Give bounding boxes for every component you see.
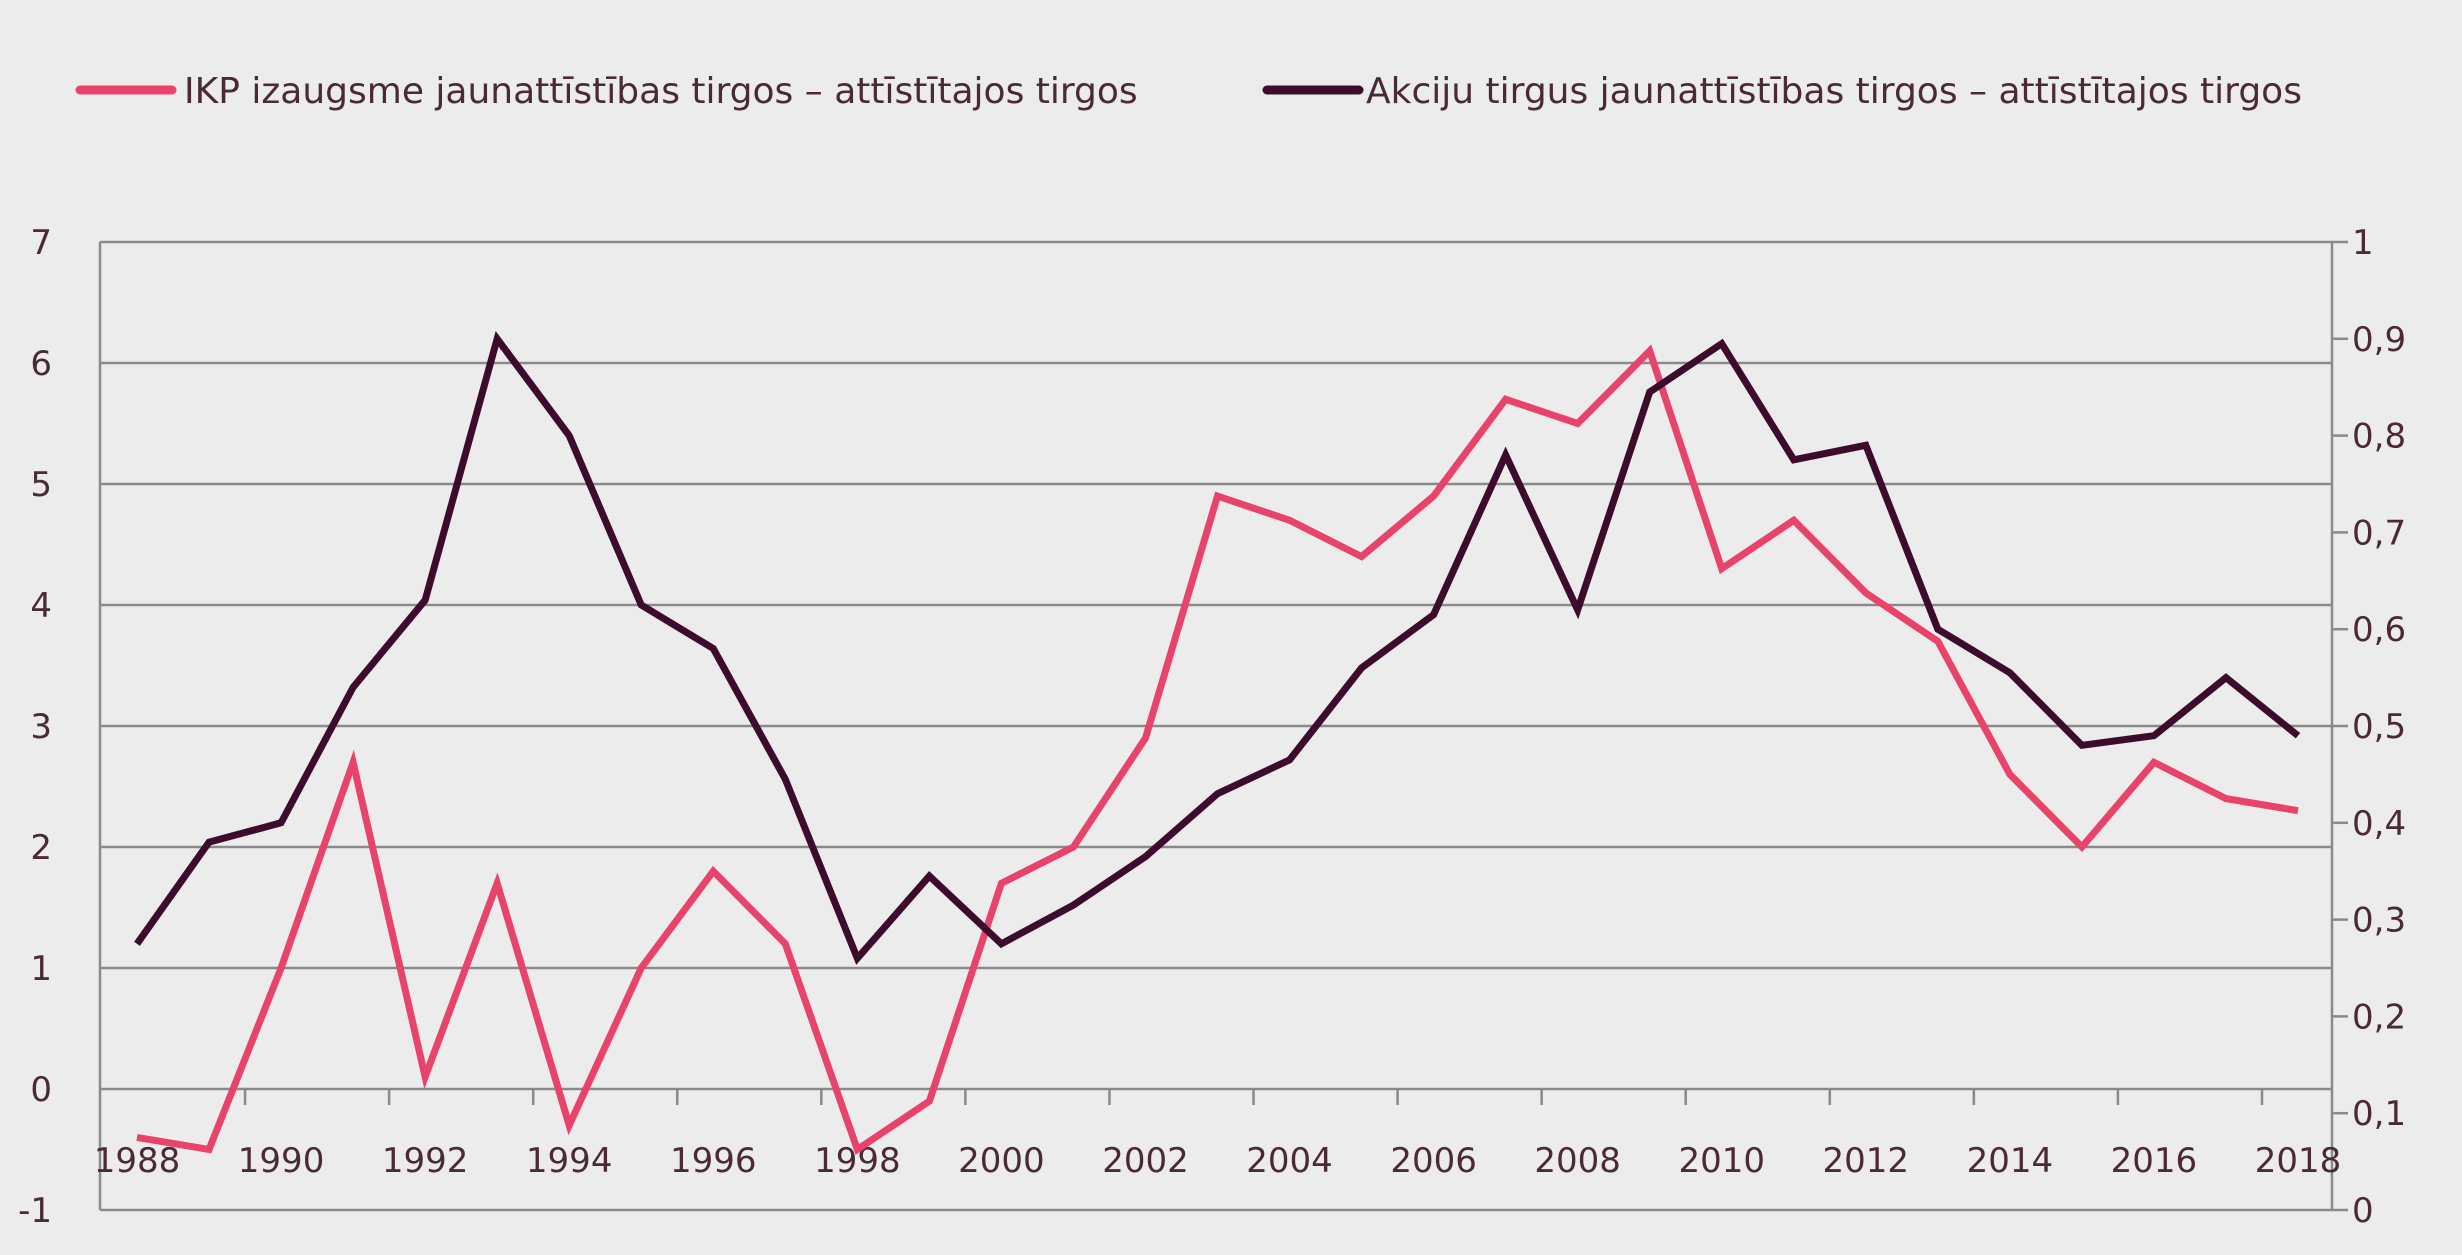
y-right-tick-label: 0,4 <box>2352 804 2406 844</box>
x-tick-label: 2012 <box>1823 1141 1910 1181</box>
x-tick-label: 1992 <box>382 1141 469 1181</box>
y-right-tick-label: 0,3 <box>2352 901 2406 941</box>
series-line-gdp-growth <box>136 344 2299 1155</box>
gridlines <box>100 240 2332 1212</box>
y-left-tick-label: 1 <box>30 949 52 989</box>
legend-label-stock-market: Akciju tirgus jaunattīstības tirgos – at… <box>1366 71 2302 112</box>
y-right-tick-label: 0,6 <box>2352 610 2406 650</box>
series-line-stock-market <box>134 330 2301 965</box>
x-tick-label: 1994 <box>526 1141 613 1181</box>
x-tick-label: 2000 <box>958 1141 1045 1181</box>
y-right-tick-label: 0,5 <box>2352 707 2406 747</box>
legend: IKP izaugsme jaunattīstības tirgos – att… <box>75 71 2302 112</box>
x-tick-label: 2010 <box>1678 1141 1765 1181</box>
x-tick-label: 2004 <box>1246 1141 1333 1181</box>
y-right-tick-label: 0,1 <box>2352 1094 2406 1134</box>
x-tick-label: 2018 <box>2255 1141 2342 1181</box>
y-right-tick-label: 0,7 <box>2352 513 2406 553</box>
y-right-tick-label: 1 <box>2352 223 2374 263</box>
y-left-tick-label: 5 <box>30 465 52 505</box>
y-left-tick-label: 2 <box>30 828 52 868</box>
y-right-tick-label: 0 <box>2352 1191 2374 1231</box>
x-tick-label: 1990 <box>238 1141 325 1181</box>
x-tick-label: 2008 <box>1534 1141 1621 1181</box>
x-tick-label: 2016 <box>2111 1141 2198 1181</box>
y-right-tick-label: 0,8 <box>2352 417 2406 457</box>
x-tick-label: 1988 <box>94 1141 181 1181</box>
y-right-tick-label: 0,9 <box>2352 320 2406 360</box>
y-left-tick-label: 3 <box>30 707 52 747</box>
y-right-tick-label: 0,2 <box>2352 997 2406 1037</box>
x-tick-label: 2002 <box>1102 1141 1189 1181</box>
y-left-tick-label: 4 <box>30 586 52 626</box>
y-left-tick-label: -1 <box>18 1191 52 1231</box>
y-left-tick-label: 0 <box>30 1070 52 1110</box>
axes: -1 0 1 2 3 4 5 6 7 0 0,1 0,2 0,3 0,4 0,5 0,6 0,7 0,8 0,9 1 1… <box>18 223 2406 1231</box>
y-left-tick-label: 6 <box>30 344 52 384</box>
legend-label-gdp-growth: IKP izaugsme jaunattīstības tirgos – att… <box>184 71 1138 112</box>
x-tick-label: 2014 <box>1967 1141 2054 1181</box>
y-left-tick-label: 7 <box>30 223 52 263</box>
x-tick-label: 2006 <box>1390 1141 1477 1181</box>
x-tick-label: 1996 <box>670 1141 757 1181</box>
series-lines <box>134 330 2301 1155</box>
